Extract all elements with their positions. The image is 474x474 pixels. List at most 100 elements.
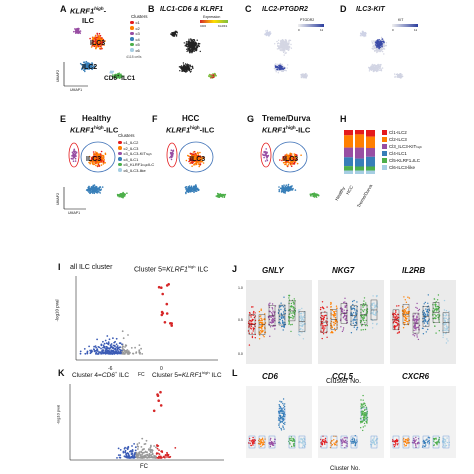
- legend-item: c6_ILC3-like: [118, 168, 146, 173]
- panel-a-axis-y: UMAP2: [56, 69, 61, 83]
- panel-c-title: ILC2-PTGDR2: [262, 6, 308, 13]
- panel-j-ytick-0: 1.0: [238, 286, 243, 290]
- panel-c-scale-max: 11: [320, 28, 324, 32]
- legend-swatch: [382, 151, 387, 156]
- panel-a-clusters-title: Clusters: [131, 14, 148, 19]
- panel-i-xlabel: FC: [138, 372, 145, 378]
- legend-swatch: [382, 158, 387, 163]
- panel-a-count: 4118 cells: [126, 55, 142, 59]
- panel-a-label-ilc3: ILC3: [90, 40, 106, 47]
- panel-b-legend-left: CD6: [200, 24, 207, 28]
- panel-f-heading: HCC: [182, 114, 200, 123]
- panel-j-ytick-2: 0.0: [238, 352, 243, 356]
- panel-a-axis-x: UMAP1: [70, 88, 83, 92]
- legend-dot: [118, 151, 122, 156]
- legend-item: c5: [130, 42, 140, 47]
- panel-d-colorbar: [392, 24, 418, 27]
- legend-item: c5_KLRF1 high ILC: [118, 162, 154, 167]
- panel-k-left-title: Cluster 4=CD6+ ILC: [72, 370, 130, 380]
- panel-b-umap: [170, 30, 217, 79]
- panel-i-xtick-1: 0: [160, 366, 163, 372]
- legend-item: c2: [130, 26, 140, 31]
- group-label: Healthy: [334, 185, 346, 202]
- legend-dot: [130, 31, 134, 36]
- legend-item: Cl3_ILC3-KIT high: [382, 144, 422, 149]
- panel-f-letter: F: [152, 114, 158, 124]
- panel-f-subtitle: KLRF1high-ILC: [166, 125, 215, 135]
- panel-a-axis-arrows: [63, 62, 88, 87]
- panel-e-axis-x: UMAP1: [68, 211, 81, 215]
- panel-b-legend-right: KLRF1: [218, 24, 228, 28]
- legend-item: Cl6-ILC3-like: [382, 165, 415, 170]
- panel-j-letter: J: [232, 264, 238, 274]
- panel-l-letter: L: [232, 368, 238, 378]
- legend-item: c4_ILC1: [118, 157, 138, 162]
- panel-a-label-cd6-ilc1: CD6+ ILC1: [104, 73, 136, 83]
- legend-item: Cl4-ILC1: [382, 151, 407, 156]
- panel-e-subtitle: KLRF1high-ILC: [70, 125, 119, 135]
- panel-e-umap: [68, 141, 128, 199]
- panel-f-umap: [166, 141, 227, 198]
- legend-dot: [118, 140, 122, 145]
- legend-swatch: [382, 144, 387, 149]
- panel-a-umap: [73, 27, 124, 79]
- panel-k-right-title: Cluster 5=KLRF1high ILC: [152, 370, 222, 380]
- panel-i-left-title: all ILC cluster: [70, 264, 113, 271]
- panel-c-scale-min: 0: [298, 28, 300, 32]
- legend-dot: [118, 146, 122, 150]
- panel-e-axis-y: UMAP2: [56, 192, 61, 206]
- panel-h-stacked-bars: [344, 130, 375, 174]
- panel-d-title: ILC3-KIT: [356, 6, 385, 13]
- gene-title: GNLY: [262, 266, 284, 275]
- panel-c-letter: C: [245, 4, 252, 14]
- panel-i-ylabel: -log10 pval: [54, 299, 60, 322]
- panel-i-xtick-0: -6: [108, 366, 113, 372]
- panel-k-volcano: [69, 384, 224, 461]
- gene-title: CCL5: [332, 372, 353, 381]
- legend-dot: [130, 37, 134, 41]
- panel-d-gene: KIT: [398, 18, 404, 22]
- legend-dot: [130, 48, 134, 52]
- panel-i-right-title: Cluster 5=KLRF1high ILC: [134, 264, 209, 274]
- panel-d-scale-max: 11: [414, 28, 418, 32]
- panel-c-colorbar: [298, 24, 324, 27]
- legend-item: c3: [130, 31, 140, 36]
- panel-d-umap: [359, 30, 404, 79]
- panel-g-heading: Treme/Durva: [262, 114, 311, 123]
- legend-item: c6: [130, 48, 140, 53]
- panel-d-letter: D: [340, 4, 347, 14]
- panel-f-label-ilc3: ILC3: [190, 156, 206, 163]
- panel-a-label-ilc2: ILC2: [82, 64, 98, 71]
- legend-item: c2_ILC3: [118, 146, 138, 151]
- legend-dot: [130, 20, 134, 25]
- panel-k-ylabel: -log10 pval: [55, 404, 61, 425]
- panel-l-xlabel: Cluster No.: [330, 466, 361, 472]
- legend-item: Cl1-ILC2: [382, 130, 407, 135]
- panel-b-legend-title: Expression: [203, 15, 221, 19]
- panel-j-xlabel: Cluster No.: [326, 378, 362, 385]
- legend-item: c4: [130, 37, 140, 42]
- panel-c-umap: [264, 29, 308, 79]
- panel-a-title-line2: ILC: [82, 16, 95, 25]
- panel-a-letter: A: [60, 4, 67, 14]
- gene-title: NKG7: [332, 266, 355, 275]
- panel-b-colorbar: [200, 20, 228, 23]
- panel-i-letter: I: [58, 262, 61, 272]
- panel-g-letter: G: [247, 114, 255, 124]
- legend-dot: [118, 162, 122, 167]
- panel-a-title: KLRF1high-: [70, 6, 107, 16]
- legend-dot: [118, 157, 122, 161]
- panel-i-volcano: [75, 276, 218, 361]
- panel-e-axis-arrows: [63, 187, 86, 210]
- panel-g-subtitle: KLRF1high-ILC: [262, 125, 311, 135]
- legend-swatch: [382, 130, 387, 135]
- legend-item: Cl5-KLRF1 + ILC: [382, 158, 420, 163]
- legend-dot: [130, 26, 134, 30]
- panel-e-clusters-title: Clusters: [118, 133, 135, 138]
- legend-dot: [130, 42, 134, 47]
- panel-b-title: ILC1-CD6 & KLRF1: [160, 6, 224, 13]
- panel-j-ytick-1: 0.5: [238, 318, 243, 322]
- legend-swatch: [382, 137, 387, 142]
- panel-g-umap: [260, 141, 320, 198]
- panel-e-heading: Healthy: [82, 114, 111, 123]
